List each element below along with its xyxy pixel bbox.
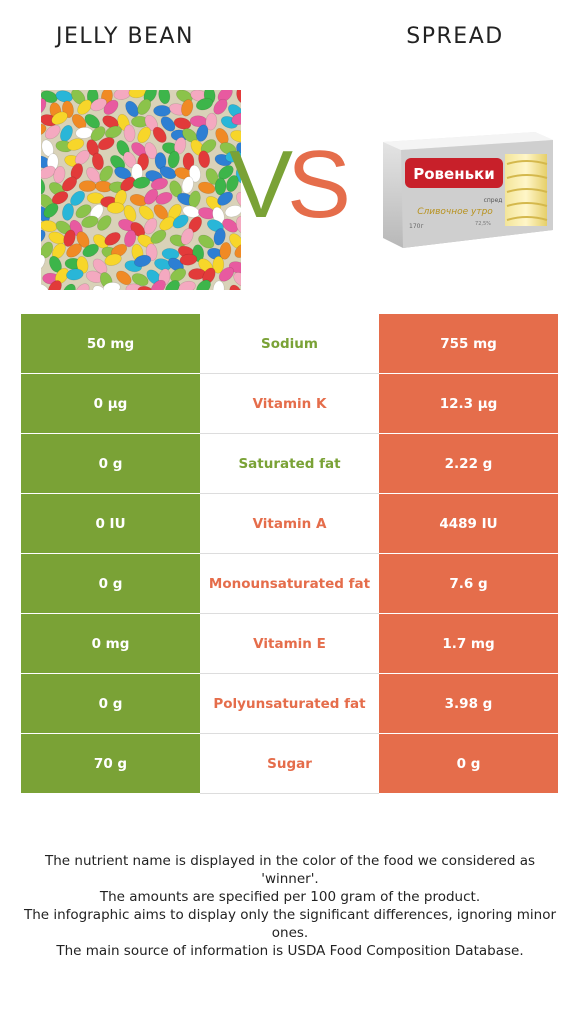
right-value: 3.98 g: [379, 673, 558, 734]
vs-logo: V S: [229, 131, 351, 238]
vs-v-letter: V: [229, 131, 293, 238]
comparison-table: 50 mg Sodium 755 mg 0 µg Vitamin K 12.3 µg 0 g…: [21, 314, 558, 794]
nutrient-name: Polyunsaturated fat: [200, 673, 379, 734]
spread-small-text-2: 72,5%: [475, 221, 491, 227]
nutrient-row: 0 g Polyunsaturated fat 3.98 g: [21, 673, 558, 734]
nutrient-row: 0 g Monounsaturated fat 7.6 g: [21, 553, 558, 614]
footnote-line: The amounts are specified per 100 gram o…: [99, 889, 481, 905]
footnote-line: The infographic aims to display only the…: [23, 907, 557, 941]
nutrient-row: 70 g Sugar 0 g: [21, 733, 558, 794]
right-value: 0 g: [379, 733, 558, 794]
left-value: 0 IU: [21, 493, 200, 554]
nutrient-name: Vitamin K: [200, 373, 379, 434]
nutrient-name: Sugar: [200, 733, 379, 794]
left-value: 0 g: [21, 433, 200, 494]
spread-brand-text: Ровеньки: [413, 165, 495, 183]
left-value: 0 g: [21, 673, 200, 734]
jelly-bean-image: [41, 90, 241, 290]
footnote: The nutrient name is displayed in the co…: [20, 852, 560, 960]
nutrient-name: Vitamin E: [200, 613, 379, 674]
spread-weight-text: 170г: [409, 223, 424, 230]
footnote-line: The main source of information is USDA F…: [56, 943, 524, 959]
right-value: 1.7 mg: [379, 613, 558, 674]
nutrient-name: Sodium: [200, 314, 379, 374]
right-food-title: Spread: [406, 24, 504, 49]
footnote-line: The nutrient name is displayed in the co…: [44, 853, 536, 887]
right-value: 12.3 µg: [379, 373, 558, 434]
nutrient-row: 0 µg Vitamin K 12.3 µg: [21, 373, 558, 434]
left-value: 70 g: [21, 733, 200, 794]
nutrient-name: Saturated fat: [200, 433, 379, 494]
left-value: 0 g: [21, 553, 200, 614]
left-value: 0 mg: [21, 613, 200, 674]
nutrient-row: 0 IU Vitamin A 4489 IU: [21, 493, 558, 554]
vs-s-letter: S: [287, 131, 351, 238]
nutrient-row: 0 mg Vitamin E 1.7 mg: [21, 613, 558, 674]
right-value: 2.22 g: [379, 433, 558, 494]
right-value: 755 mg: [379, 314, 558, 374]
nutrient-name: Vitamin A: [200, 493, 379, 554]
left-value: 50 mg: [21, 314, 200, 374]
spread-package-picture: Ровеньки спред Сливочное утро 72,5% 170г: [383, 132, 553, 248]
left-value: 0 µg: [21, 373, 200, 434]
spread-product-text: Сливочное утро: [417, 207, 493, 217]
left-food-title: Jelly bean: [56, 24, 194, 49]
nutrient-row: 50 mg Sodium 755 mg: [21, 314, 558, 374]
right-value: 7.6 g: [379, 553, 558, 614]
jelly-bean-picture: [41, 90, 241, 290]
spread-image: Ровеньки спред Сливочное утро 72,5% 170г: [375, 130, 560, 255]
nutrient-name: Monounsaturated fat: [200, 553, 379, 614]
nutrient-row: 0 g Saturated fat 2.22 g: [21, 433, 558, 494]
spread-small-text-1: спред: [484, 197, 503, 204]
right-value: 4489 IU: [379, 493, 558, 554]
